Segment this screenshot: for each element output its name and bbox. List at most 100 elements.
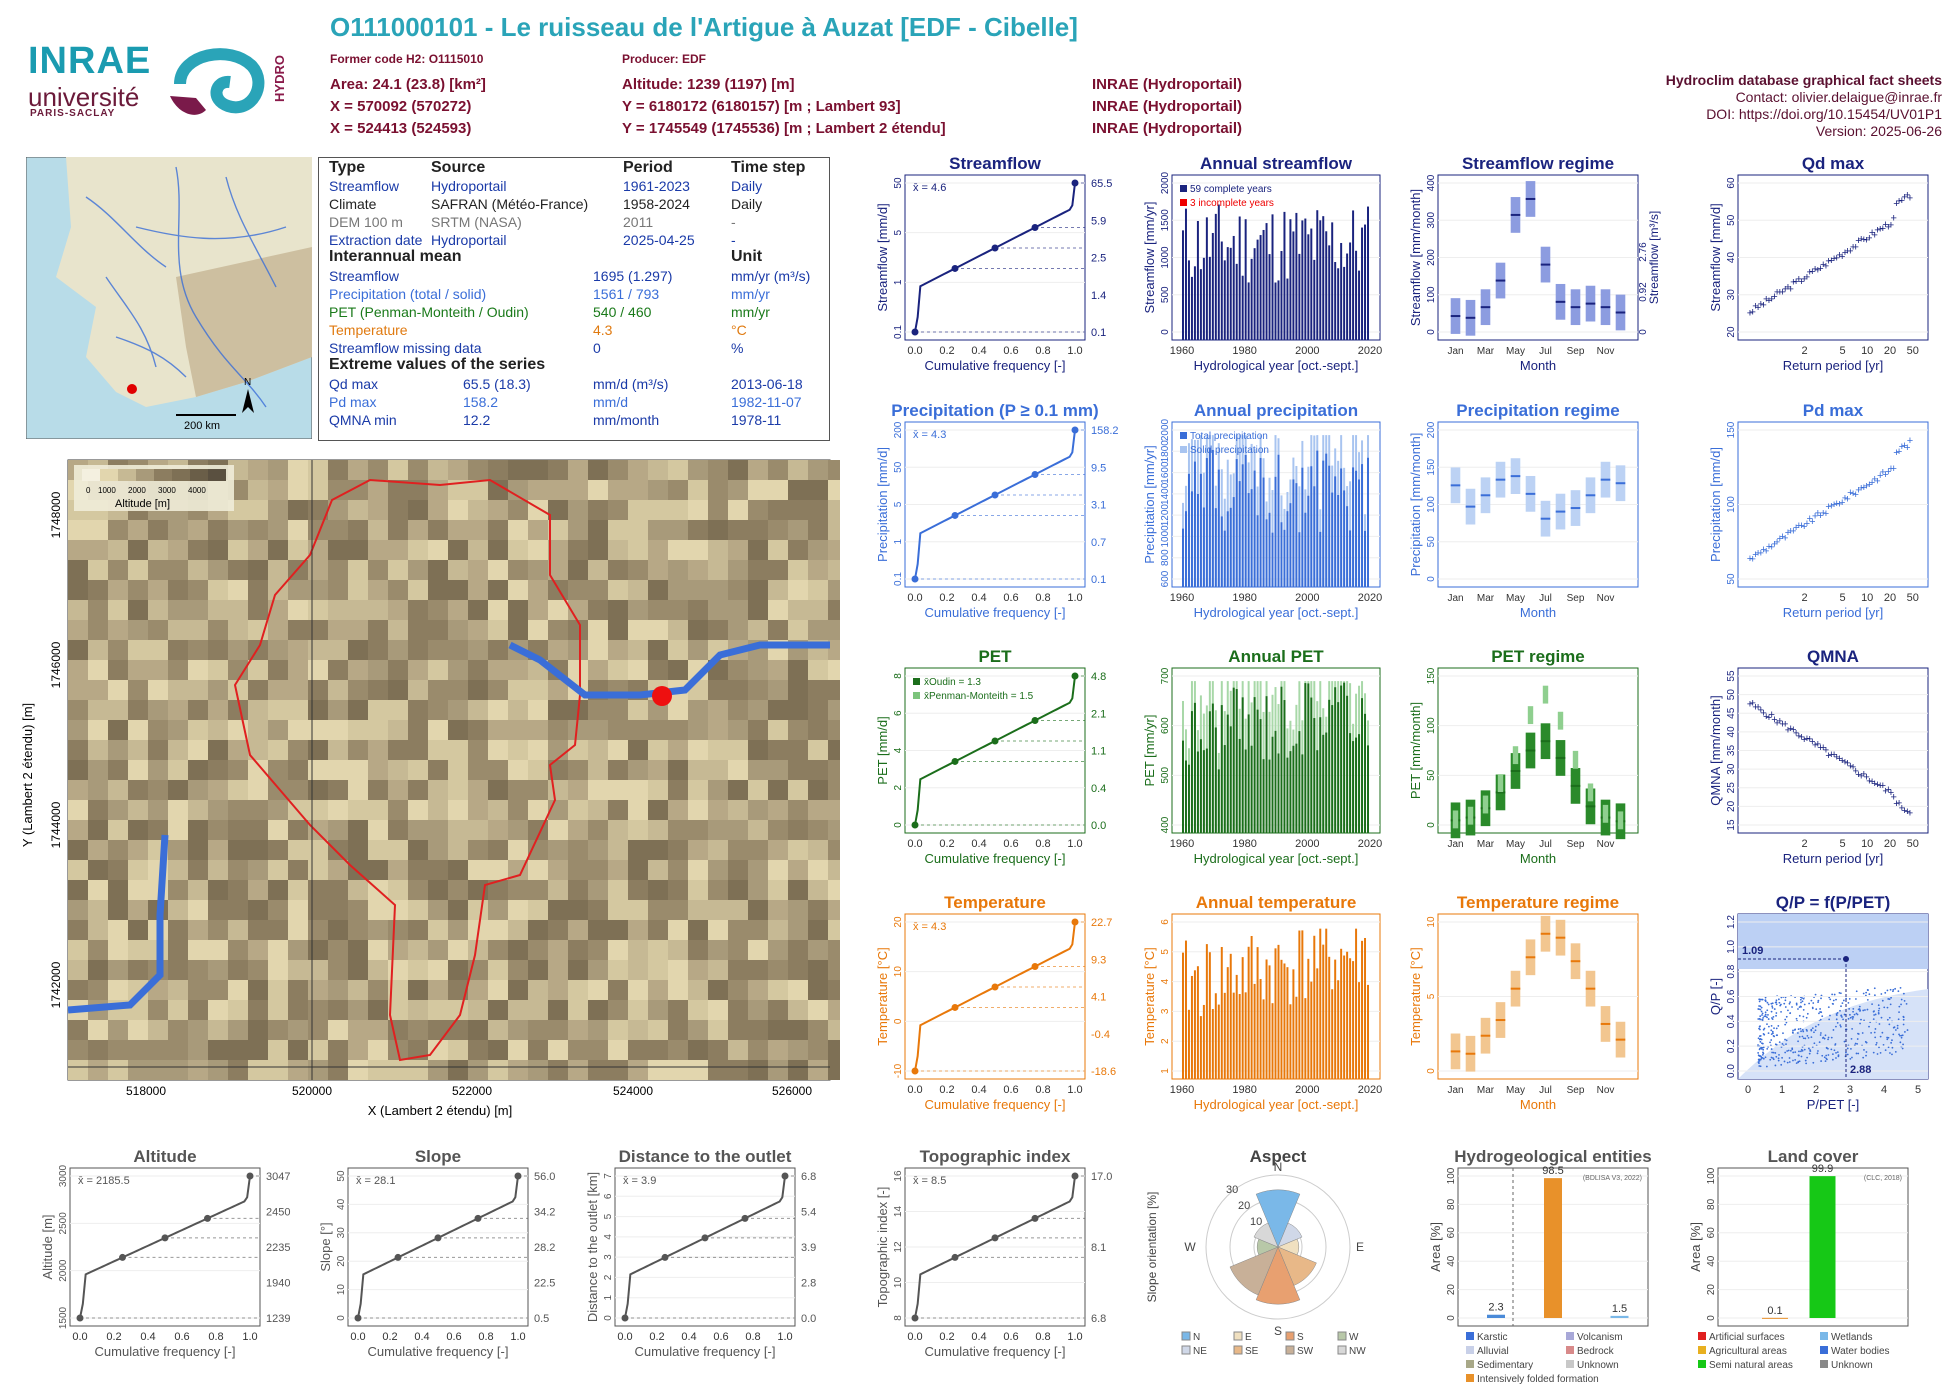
dem-cell xyxy=(308,460,328,480)
scatter-point xyxy=(1843,1013,1846,1016)
dem-cell xyxy=(408,580,428,600)
scatter-point xyxy=(1870,1031,1873,1034)
scatter-point xyxy=(1808,1052,1811,1055)
scatter-point xyxy=(1775,1012,1778,1014)
x-tick-label: 2 xyxy=(1801,592,1807,604)
x-axis-label: Cumulative frequency [-] xyxy=(925,851,1066,866)
y-tick-label: 20 xyxy=(1706,1284,1717,1296)
dem-cell xyxy=(208,920,228,940)
bar xyxy=(1304,998,1307,1079)
bar xyxy=(1190,975,1193,1079)
dem-cell xyxy=(208,660,228,680)
dem-cell xyxy=(148,540,168,560)
dem-cell xyxy=(728,660,748,680)
dem-cell xyxy=(508,660,528,680)
month-label: Mar xyxy=(1477,839,1495,850)
dem-cell xyxy=(88,860,108,880)
dem-cell xyxy=(228,860,248,880)
scatter-point xyxy=(1890,996,1892,999)
bar xyxy=(1364,937,1367,1079)
dem-cell xyxy=(628,940,648,960)
dem-cell xyxy=(248,900,268,920)
scatter-point xyxy=(1764,996,1767,999)
y-tick-label: 100 xyxy=(1706,1167,1717,1184)
dem-cell xyxy=(788,820,808,840)
bar xyxy=(1319,928,1322,1079)
dem-cell xyxy=(568,540,588,560)
dem-cell xyxy=(268,680,288,700)
dem-cell xyxy=(668,940,688,960)
dem-cell xyxy=(808,680,828,700)
scatter-point xyxy=(1787,1049,1790,1052)
x-axis-label: Cumulative frequency [-] xyxy=(635,1344,776,1359)
scatter-point xyxy=(1804,1037,1807,1040)
scatter-point xyxy=(1888,1016,1891,1019)
dem-cell xyxy=(328,500,348,520)
dem-cell xyxy=(688,880,708,900)
y-axis-label: Streamflow [mm/d] xyxy=(1708,203,1723,311)
quantile-label: 1239 xyxy=(266,1313,290,1325)
bar xyxy=(1265,519,1268,587)
scatter-point xyxy=(1835,1051,1837,1054)
dem-cell xyxy=(648,500,668,520)
bar xyxy=(1271,736,1274,833)
dem-cell xyxy=(768,520,788,540)
dem-cell xyxy=(628,580,648,600)
scatter-point xyxy=(1892,1033,1895,1036)
scatter-point xyxy=(1757,1052,1760,1054)
mean-label: Streamflow xyxy=(329,268,400,284)
dem-cell xyxy=(768,920,788,940)
meta-contact[interactable]: Contact: olivier.delaigue@inrae.fr xyxy=(1735,89,1942,105)
scatter-point xyxy=(1764,999,1767,1001)
mean-label: x̄ = 2185.5 xyxy=(78,1175,130,1187)
dem-cell xyxy=(68,580,88,600)
scatter-point xyxy=(1866,989,1869,991)
dem-cell xyxy=(168,520,188,540)
y-tick-label: 0 xyxy=(1706,1315,1717,1321)
x-tick-label: 0.4 xyxy=(971,1331,986,1343)
scatter-point xyxy=(1797,1060,1800,1063)
legend-swatch xyxy=(1337,1331,1347,1341)
dem-cell xyxy=(248,980,268,1000)
dem-cell xyxy=(428,960,448,980)
dem-cell xyxy=(328,540,348,560)
scatter-point xyxy=(1805,1016,1808,1019)
bar xyxy=(1277,753,1280,833)
scatter-point xyxy=(1829,1014,1831,1017)
dem-cell xyxy=(488,500,508,520)
scatter-point xyxy=(1889,988,1892,991)
dem-cell xyxy=(488,580,508,600)
dem-cell xyxy=(128,560,148,580)
dem-cell xyxy=(408,740,428,760)
bar xyxy=(1241,275,1244,340)
legend-label: NW xyxy=(1349,1346,1366,1357)
dem-cell xyxy=(608,800,628,820)
dem-cell xyxy=(708,700,728,720)
quantile-label: 34.2 xyxy=(534,1207,555,1219)
extreme-label: Qd max xyxy=(329,376,379,392)
dem-cell xyxy=(108,600,128,620)
return-period-point: + xyxy=(1907,807,1913,819)
dem-cell xyxy=(808,760,828,780)
dem-cell xyxy=(448,540,468,560)
dem-cell xyxy=(228,900,248,920)
scatter-point xyxy=(1835,1018,1838,1021)
scatter-point xyxy=(1856,1038,1859,1040)
dem-cell xyxy=(248,1000,268,1020)
scatter-point xyxy=(1792,1032,1794,1034)
dem-cell xyxy=(648,920,668,940)
month-label: Jan xyxy=(1447,1085,1463,1096)
dem-cell xyxy=(428,600,448,620)
y-tick-label: 5 xyxy=(603,1213,614,1219)
meta-doi[interactable]: DOI: https://doi.org/10.15454/UV01P1 xyxy=(1706,106,1942,122)
x-tick-label: 0.4 xyxy=(140,1331,155,1343)
scatter-point xyxy=(1809,1050,1812,1052)
dem-cell xyxy=(588,600,608,620)
dem-cell xyxy=(128,780,148,800)
dem-cell xyxy=(608,900,628,920)
dem-cell xyxy=(768,900,788,920)
legend-label: Alluvial xyxy=(1477,1346,1509,1357)
scatter-point xyxy=(1878,1046,1880,1049)
scatter-point xyxy=(1801,1028,1804,1031)
x-tick-label: 10 xyxy=(1861,345,1873,357)
